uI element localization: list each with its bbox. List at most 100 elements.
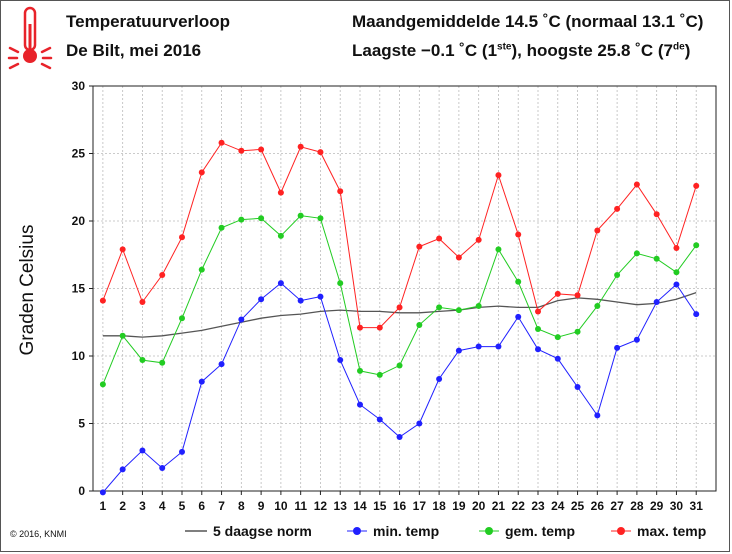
y-tick-label: 25 [72, 147, 86, 161]
series-5-daagse-norm [102, 291, 697, 338]
data-point [139, 447, 146, 454]
x-tick-label: 17 [413, 499, 427, 513]
data-point [337, 188, 344, 195]
data-point [633, 181, 640, 188]
chart-title: Temperatuurverloop [66, 12, 231, 31]
data-point [317, 293, 324, 300]
icon-ray [40, 46, 52, 54]
data-point [416, 321, 423, 328]
series-line [102, 291, 697, 338]
legend-swatch-marker [485, 527, 493, 535]
data-point [614, 205, 621, 212]
y-tick-label: 5 [78, 417, 85, 431]
data-point [495, 246, 502, 253]
data-point [179, 234, 185, 241]
data-point [693, 311, 700, 318]
x-tick-label: 15 [373, 499, 387, 513]
data-point [396, 362, 403, 369]
data-point [574, 292, 581, 299]
legend-label: max. temp [637, 523, 706, 539]
data-point [357, 367, 363, 374]
data-point [535, 346, 541, 353]
x-tick-label: 8 [238, 499, 245, 513]
data-point [376, 416, 383, 423]
data-point [277, 280, 284, 287]
data-point [139, 357, 146, 364]
data-point [693, 182, 700, 189]
data-point [594, 227, 601, 234]
data-point [436, 235, 443, 242]
legend-item-5-daagse-norm: 5 daagse norm [185, 523, 312, 539]
data-point [396, 304, 403, 311]
legend-label: 5 daagse norm [213, 523, 312, 539]
data-point [515, 278, 522, 285]
data-point [376, 371, 383, 378]
data-point [357, 401, 363, 408]
x-tick-label: 6 [198, 499, 205, 513]
x-tick-label: 10 [274, 499, 288, 513]
x-tick-label: 18 [432, 499, 446, 513]
x-tick-label: 14 [353, 499, 367, 513]
data-point [653, 211, 660, 218]
data-point [455, 254, 462, 261]
data-point [416, 420, 423, 427]
data-point [159, 272, 166, 278]
data-point [337, 280, 344, 287]
high-sup: de [673, 41, 685, 53]
data-point [277, 189, 284, 196]
legend-item-max-temp: max. temp [611, 523, 706, 539]
data-point [376, 324, 383, 331]
data-point [495, 343, 502, 350]
data-point [99, 489, 106, 496]
data-point [317, 149, 324, 156]
data-point [673, 281, 680, 288]
data-point [337, 357, 344, 364]
data-point [574, 384, 581, 391]
data-point [218, 139, 225, 146]
x-tick-label: 1 [100, 499, 107, 513]
icon-ray [8, 46, 20, 54]
data-point [99, 381, 106, 388]
data-point [297, 212, 304, 219]
x-tick-label: 3 [139, 499, 146, 513]
icon-ray [40, 62, 52, 70]
data-point [673, 269, 680, 276]
data-point [396, 434, 403, 440]
series-min-temp [99, 280, 700, 496]
legend-item-min-temp: min. temp [347, 523, 439, 539]
data-point [594, 303, 601, 310]
data-point [218, 224, 225, 231]
x-tick-label: 21 [492, 499, 506, 513]
data-point [218, 361, 225, 368]
y-tick-label: 30 [72, 79, 86, 93]
x-tick-label: 13 [334, 499, 348, 513]
data-point [574, 328, 581, 335]
high-suffix: ) [684, 41, 691, 60]
data-point [258, 215, 265, 222]
data-point [119, 246, 126, 253]
data-point [614, 272, 621, 278]
data-point [238, 216, 245, 223]
data-point [653, 255, 660, 262]
data-point [258, 146, 265, 153]
icon-mercury [28, 24, 32, 52]
high-prefix: ), hoogste 25.8 ˚C (7 [511, 41, 674, 60]
data-point [614, 344, 621, 351]
data-point [179, 315, 185, 322]
thermometer-icon [7, 6, 53, 70]
data-point [554, 355, 561, 362]
data-point [436, 304, 443, 311]
low-prefix: Laagste −0.1 ˚C (1 [352, 41, 498, 60]
data-point [139, 299, 146, 305]
x-tick-label: 11 [294, 499, 307, 513]
copyright: © 2016, KNMI [10, 529, 67, 539]
data-point [238, 147, 245, 154]
y-tick-label: 0 [78, 484, 85, 498]
data-point [633, 336, 640, 343]
x-tick-label: 16 [393, 499, 407, 513]
x-tick-label: 24 [551, 499, 565, 513]
data-point [99, 297, 106, 304]
data-point [554, 334, 561, 341]
extremes-line: Laagste −0.1 ˚C (1ste), hoogste 25.8 ˚C … [352, 41, 690, 61]
